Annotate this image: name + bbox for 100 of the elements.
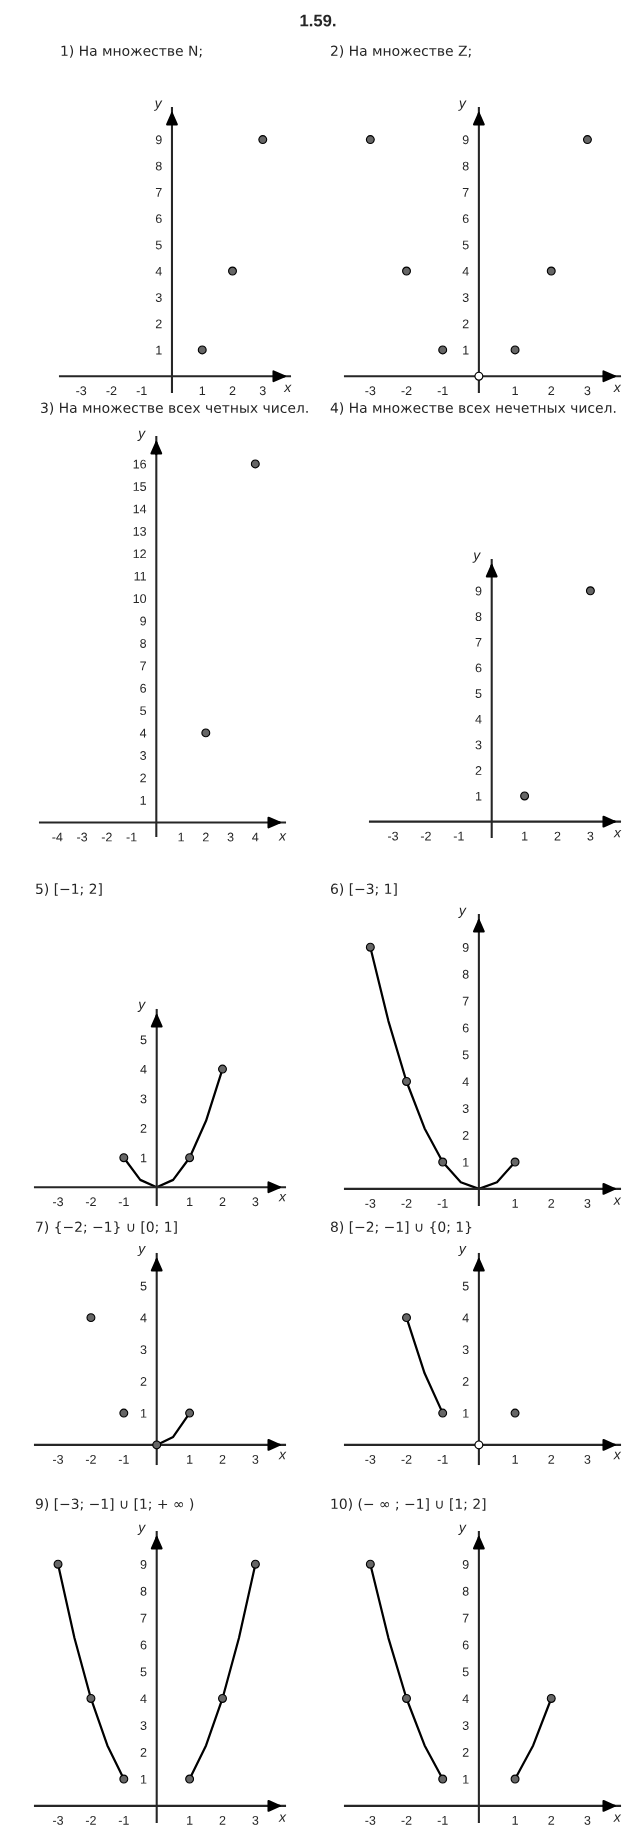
y-tick-label: 8 (475, 612, 482, 622)
y-tick-label: 9 (140, 616, 146, 626)
y-axis-title: y (153, 100, 163, 111)
x-tick-label: -1 (437, 1455, 448, 1464)
x-tick-label: -2 (85, 1197, 96, 1207)
y-tick-label: 1 (463, 1157, 469, 1167)
y-tick-label: 2 (140, 1123, 147, 1133)
y-tick-label: 2 (140, 773, 146, 783)
x-tick-label: -1 (437, 386, 448, 395)
x-tick-label: 1 (512, 1816, 518, 1825)
y-tick-label: 5 (462, 240, 469, 250)
y-tick-label: 5 (140, 1667, 147, 1677)
y-tick-label: 2 (140, 1377, 147, 1386)
chart-title: 9) [−3; −1] ∪ [1; + ∞ ) (35, 1498, 194, 1511)
y-tick-label: 1 (475, 791, 482, 801)
y-tick-label: 7 (140, 661, 146, 671)
x-tick-label: -3 (365, 1815, 376, 1825)
y-tick-label: 4 (462, 266, 469, 276)
x-tick-label: -2 (106, 386, 117, 395)
y-tick-label: 16 (133, 459, 147, 469)
x-tick-label: 1 (187, 1197, 193, 1207)
y-tick-label: 6 (462, 1640, 469, 1650)
x-tick-label: 3 (587, 831, 594, 841)
y-tick-label: 8 (140, 1586, 147, 1596)
y-tick-label: 4 (155, 266, 162, 276)
chart-title: 4) На множестве всех нечетных чисел. (330, 402, 616, 415)
chart-title: 3) На множестве всех четных чисел. (41, 402, 308, 415)
y-tick-label: 4 (139, 728, 147, 738)
x-tick-label: 2 (229, 386, 236, 395)
x-tick-label: 2 (554, 831, 561, 841)
x-tick-label: -1 (118, 1816, 129, 1825)
y-tick-label: 5 (475, 689, 482, 699)
y-tick-label: 3 (475, 740, 482, 750)
x-tick-label: 1 (187, 1816, 193, 1825)
x-tick-label: -1 (453, 831, 464, 841)
x-tick-label: -3 (365, 386, 376, 396)
y-tick-label: 8 (462, 1586, 469, 1596)
x-tick-label: -1 (437, 1816, 448, 1825)
y-axis-title: y (472, 552, 481, 563)
y-tick-label: 9 (462, 1560, 469, 1569)
x-axis-title: x (278, 833, 287, 841)
y-tick-label: 15 (133, 482, 147, 491)
x-tick-label: -2 (401, 1815, 412, 1825)
y-tick-label: 9 (462, 135, 469, 145)
x-tick-label: -3 (53, 1197, 64, 1207)
x-tick-label: -3 (76, 386, 87, 396)
y-tick-label: 3 (140, 1094, 147, 1104)
y-tick-label: 4 (140, 1065, 147, 1074)
x-tick-label: 1 (512, 386, 518, 395)
x-tick-label: -3 (53, 1815, 64, 1825)
y-axis-title: y (458, 1245, 467, 1257)
x-tick-label: -3 (365, 1198, 376, 1208)
chart-title: 6) [−3; 1] (330, 883, 397, 896)
y-tick-label: 2 (155, 319, 162, 329)
y-tick-label: 4 (475, 714, 482, 724)
x-tick-label: -2 (401, 1198, 412, 1208)
x-tick-label: -1 (437, 1199, 448, 1208)
y-tick-label: 1 (140, 1774, 147, 1784)
y-tick-label: 6 (462, 214, 469, 224)
y-tick-label: 1 (463, 1774, 469, 1784)
y-tick-label: 9 (140, 1560, 147, 1569)
y-axis-title: y (458, 1524, 467, 1535)
x-tick-label: 1 (512, 1455, 518, 1464)
y-tick-label: 9 (462, 943, 469, 952)
y-tick-label: 4 (140, 1694, 147, 1704)
y-tick-label: 3 (462, 1721, 469, 1730)
x-tick-label: 2 (548, 386, 555, 395)
x-tick-label: 3 (584, 1198, 591, 1208)
x-tick-label: 1 (178, 832, 184, 842)
y-axis-title: y (458, 907, 467, 918)
x-tick-label: 3 (584, 1815, 591, 1825)
y-tick-label: 2 (462, 1747, 469, 1757)
y-tick-label: 5 (140, 706, 147, 716)
y-tick-label: 6 (475, 663, 482, 673)
y-tick-label: 5 (462, 1281, 469, 1291)
text: 1.59. (300, 14, 336, 27)
chart-title: 10) (− ∞ ; −1] ∪ [1; 2] (331, 1498, 486, 1511)
x-tick-label: 2 (219, 1454, 226, 1464)
y-axis-title: y (458, 100, 467, 111)
y-tick-label: 13 (133, 526, 147, 536)
x-tick-label: 2 (202, 832, 209, 842)
x-tick-label: 3 (227, 832, 234, 842)
y-tick-label: 2 (462, 1377, 469, 1386)
x-axis-title: x (278, 1814, 287, 1822)
y-tick-label: 7 (155, 188, 162, 197)
x-tick-label: -3 (77, 832, 88, 842)
y-tick-label: 14 (133, 504, 147, 514)
y-tick-label: 2 (462, 1130, 469, 1140)
x-axis-title: x (613, 829, 622, 838)
x-tick-label: -2 (101, 832, 112, 842)
x-tick-label: 3 (584, 386, 591, 396)
y-tick-label: 2 (462, 319, 469, 329)
y-axis-title: y (137, 1245, 146, 1257)
y-tick-label: 3 (140, 1345, 147, 1355)
x-axis-title: x (613, 384, 622, 392)
y-tick-label: 1 (140, 1153, 147, 1163)
x-tick-label: 2 (548, 1198, 555, 1208)
y-tick-label: 10 (133, 594, 147, 604)
y-tick-label: 1 (140, 796, 146, 805)
y-tick-label: 2 (475, 766, 482, 775)
